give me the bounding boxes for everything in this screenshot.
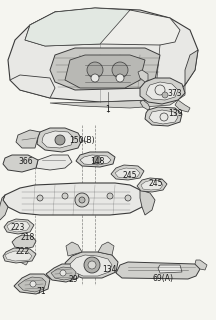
Circle shape xyxy=(79,197,85,203)
Polygon shape xyxy=(16,130,40,148)
Polygon shape xyxy=(5,251,32,261)
Polygon shape xyxy=(51,267,76,280)
Circle shape xyxy=(93,156,101,164)
Circle shape xyxy=(37,195,43,201)
Circle shape xyxy=(125,195,131,201)
Text: 222: 222 xyxy=(16,246,30,255)
Polygon shape xyxy=(116,262,200,279)
Polygon shape xyxy=(146,82,178,100)
Polygon shape xyxy=(158,265,182,273)
Polygon shape xyxy=(195,260,207,270)
Circle shape xyxy=(84,257,100,273)
Polygon shape xyxy=(137,178,167,192)
Circle shape xyxy=(91,74,99,82)
Text: 366: 366 xyxy=(19,157,33,166)
Polygon shape xyxy=(115,168,140,178)
Polygon shape xyxy=(18,277,46,292)
Polygon shape xyxy=(46,264,80,282)
Polygon shape xyxy=(175,100,190,112)
Text: 245: 245 xyxy=(149,180,163,188)
Circle shape xyxy=(87,62,103,78)
Polygon shape xyxy=(50,48,160,90)
Circle shape xyxy=(155,85,165,95)
Polygon shape xyxy=(4,219,34,234)
Circle shape xyxy=(88,261,96,269)
Text: 223: 223 xyxy=(11,222,25,231)
Polygon shape xyxy=(76,152,115,167)
Polygon shape xyxy=(10,75,55,98)
Polygon shape xyxy=(12,235,36,249)
Polygon shape xyxy=(3,183,145,215)
Polygon shape xyxy=(25,10,180,46)
Polygon shape xyxy=(3,248,36,263)
Text: 69(A): 69(A) xyxy=(152,274,173,283)
Text: 1: 1 xyxy=(106,105,110,114)
Polygon shape xyxy=(42,131,74,148)
Circle shape xyxy=(162,92,168,98)
Polygon shape xyxy=(8,8,198,102)
Polygon shape xyxy=(3,155,38,172)
Circle shape xyxy=(55,135,65,145)
Polygon shape xyxy=(70,255,112,276)
Text: 139: 139 xyxy=(168,109,182,118)
Text: 29: 29 xyxy=(68,276,78,284)
Text: 218: 218 xyxy=(21,234,35,243)
Polygon shape xyxy=(141,180,163,190)
Text: 150(B): 150(B) xyxy=(69,135,95,145)
Polygon shape xyxy=(140,100,150,110)
Circle shape xyxy=(107,193,113,199)
Polygon shape xyxy=(7,221,30,232)
Polygon shape xyxy=(65,55,145,88)
Polygon shape xyxy=(25,8,130,46)
Polygon shape xyxy=(80,155,111,165)
Polygon shape xyxy=(149,110,178,124)
Polygon shape xyxy=(14,274,50,294)
Polygon shape xyxy=(66,242,82,256)
Polygon shape xyxy=(138,70,148,82)
Polygon shape xyxy=(111,165,144,180)
Polygon shape xyxy=(185,50,198,85)
Text: 134: 134 xyxy=(102,266,116,275)
Polygon shape xyxy=(98,242,114,255)
Polygon shape xyxy=(65,252,118,278)
Circle shape xyxy=(160,113,168,121)
Circle shape xyxy=(30,281,36,287)
Polygon shape xyxy=(18,249,28,265)
Polygon shape xyxy=(145,107,182,126)
Circle shape xyxy=(62,193,68,199)
Text: 245: 245 xyxy=(123,171,137,180)
Text: 148: 148 xyxy=(90,156,104,165)
Polygon shape xyxy=(37,128,82,152)
Polygon shape xyxy=(50,85,185,108)
Polygon shape xyxy=(140,190,155,215)
Polygon shape xyxy=(0,195,8,220)
Circle shape xyxy=(112,62,128,78)
Polygon shape xyxy=(36,155,72,170)
Circle shape xyxy=(60,270,66,276)
Circle shape xyxy=(116,74,124,82)
Text: 71: 71 xyxy=(36,286,46,295)
Circle shape xyxy=(75,193,89,207)
Text: 373: 373 xyxy=(168,89,182,98)
Polygon shape xyxy=(140,78,185,104)
